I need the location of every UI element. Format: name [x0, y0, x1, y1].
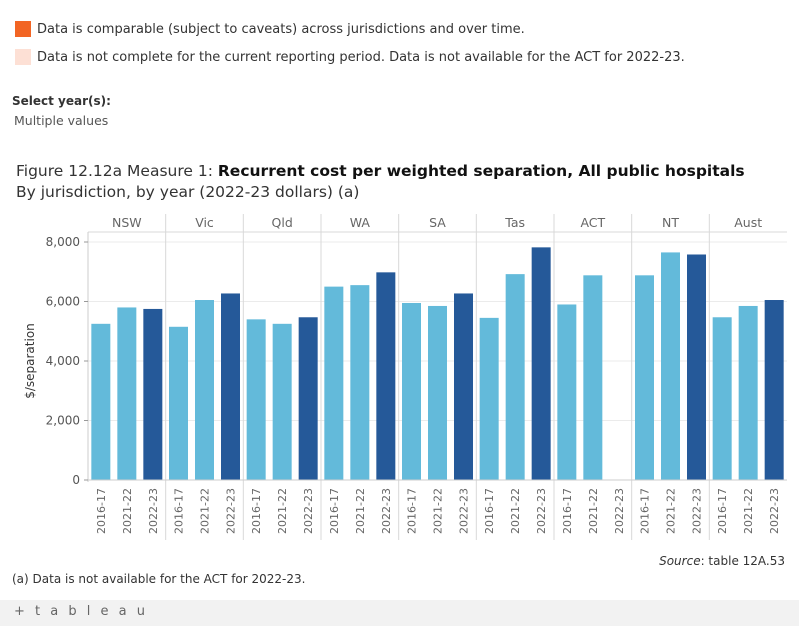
x-tick-label: 2021-22	[199, 488, 212, 534]
bar-sa-2016-17	[402, 302, 421, 480]
x-tick-label: 2022-23	[225, 488, 238, 534]
x-tick-label: 2021-22	[665, 488, 678, 534]
tableau-footer: + t a b l e a u	[0, 600, 799, 626]
group-label-tas: Tas	[504, 215, 525, 230]
group-label-nsw: NSW	[112, 215, 142, 230]
x-tick-label: 2022-23	[147, 488, 160, 534]
x-tick-label: 2022-23	[380, 488, 393, 534]
x-tick-label: 2022-23	[691, 488, 704, 534]
x-tick-label: 2016-17	[483, 488, 496, 534]
legend-label-incomplete: Data is not complete for the current rep…	[37, 49, 685, 65]
tableau-logo[interactable]: + t a b l e a u	[14, 604, 148, 619]
x-tick-label: 2021-22	[742, 488, 755, 534]
bar-qld-2021-22	[272, 323, 292, 480]
x-tick-label: 2016-17	[406, 488, 419, 534]
x-tick-label: 2022-23	[613, 488, 626, 534]
figure-subtitle: By jurisdiction, by year (2022-23 dollar…	[16, 183, 360, 201]
bar-tas-2022-23	[531, 247, 551, 480]
footnote: (a) Data is not available for the ACT fo…	[12, 572, 306, 586]
group-label-qld: Qld	[272, 215, 293, 230]
legend-item-comparable[interactable]: Data is comparable (subject to caveats) …	[15, 18, 685, 40]
bar-vic-2022-23	[221, 293, 240, 480]
x-tick-label: 2021-22	[276, 488, 289, 534]
chart-legend: Data is comparable (subject to caveats) …	[15, 18, 685, 74]
figure-prefix: Figure 12.12a Measure 1:	[16, 162, 218, 180]
year-filter-value[interactable]: Multiple values	[14, 113, 109, 128]
bar-vic-2021-22	[195, 300, 214, 480]
y-tick-label: 8,000	[46, 235, 80, 249]
x-tick-label: 2022-23	[302, 488, 315, 534]
bar-nsw-2022-23	[143, 308, 163, 480]
y-tick-label: 2,000	[46, 414, 80, 428]
bar-aust-2022-23	[764, 300, 784, 480]
legend-swatch-incomplete	[15, 49, 31, 65]
bar-tas-2021-22	[505, 274, 525, 480]
bar-vic-2016-17	[169, 326, 188, 480]
bar-qld-2016-17	[246, 319, 266, 480]
x-tick-label: 2022-23	[458, 488, 471, 534]
y-tick-label: 0	[72, 473, 80, 487]
source-note: Source: table 12A.53	[659, 554, 785, 568]
bar-aust-2016-17	[712, 317, 732, 480]
bar-wa-2021-22	[350, 285, 370, 480]
group-label-vic: Vic	[195, 215, 214, 230]
x-tick-label: 2016-17	[328, 488, 341, 534]
bar-nt-2021-22	[661, 252, 680, 480]
y-tick-label: 6,000	[46, 295, 80, 309]
bar-tas-2016-17	[479, 317, 499, 480]
x-tick-label: 2022-23	[535, 488, 548, 534]
bar-act-2016-17	[557, 304, 577, 480]
x-tick-label: 2016-17	[716, 488, 729, 534]
bar-act-2021-22	[583, 275, 603, 480]
group-label-sa: SA	[429, 215, 446, 230]
year-filter-label: Select year(s):	[12, 94, 111, 108]
group-label-act: ACT	[580, 215, 605, 230]
bar-nt-2016-17	[635, 275, 654, 480]
group-label-nt: NT	[662, 215, 679, 230]
bar-qld-2022-23	[298, 317, 318, 480]
bar-wa-2016-17	[324, 286, 344, 480]
bar-nt-2022-23	[687, 254, 706, 480]
source-label: Source	[659, 554, 701, 568]
bar-sa-2021-22	[428, 305, 447, 480]
year-filter[interactable]: Select year(s): Multiple values	[12, 94, 111, 128]
bar-sa-2022-23	[454, 293, 473, 480]
x-tick-label: 2016-17	[173, 488, 186, 534]
figure-title: Figure 12.12a Measure 1: Recurrent cost …	[16, 161, 745, 182]
x-tick-label: 2021-22	[587, 488, 600, 534]
group-label-wa: WA	[350, 215, 371, 230]
legend-item-incomplete[interactable]: Data is not complete for the current rep…	[15, 46, 685, 68]
bar-nsw-2021-22	[117, 307, 137, 480]
x-tick-label: 2021-22	[432, 488, 445, 534]
figure-title-text: Recurrent cost per weighted separation, …	[217, 162, 745, 180]
legend-label-comparable: Data is comparable (subject to caveats) …	[37, 21, 525, 37]
x-tick-label: 2022-23	[768, 488, 781, 534]
x-tick-label: 2016-17	[95, 488, 108, 534]
source-text: : table 12A.53	[700, 554, 785, 568]
y-tick-label: 4,000	[46, 354, 80, 368]
y-axis-title: $/separation	[23, 323, 37, 399]
x-tick-label: 2016-17	[250, 488, 263, 534]
x-tick-label: 2021-22	[509, 488, 522, 534]
bar-nsw-2016-17	[91, 323, 111, 480]
bar-aust-2021-22	[738, 305, 758, 480]
x-tick-label: 2021-22	[354, 488, 367, 534]
group-label-aust: Aust	[734, 215, 762, 230]
bar-chart: 0 2,000 4,000 6,000 8,000 $/separation NSW 2016…	[23, 214, 787, 540]
x-tick-label: 2016-17	[639, 488, 652, 534]
bar-wa-2022-23	[376, 272, 396, 480]
legend-swatch-comparable	[15, 21, 31, 37]
x-tick-label: 2021-22	[121, 488, 134, 534]
x-tick-label: 2016-17	[561, 488, 574, 534]
